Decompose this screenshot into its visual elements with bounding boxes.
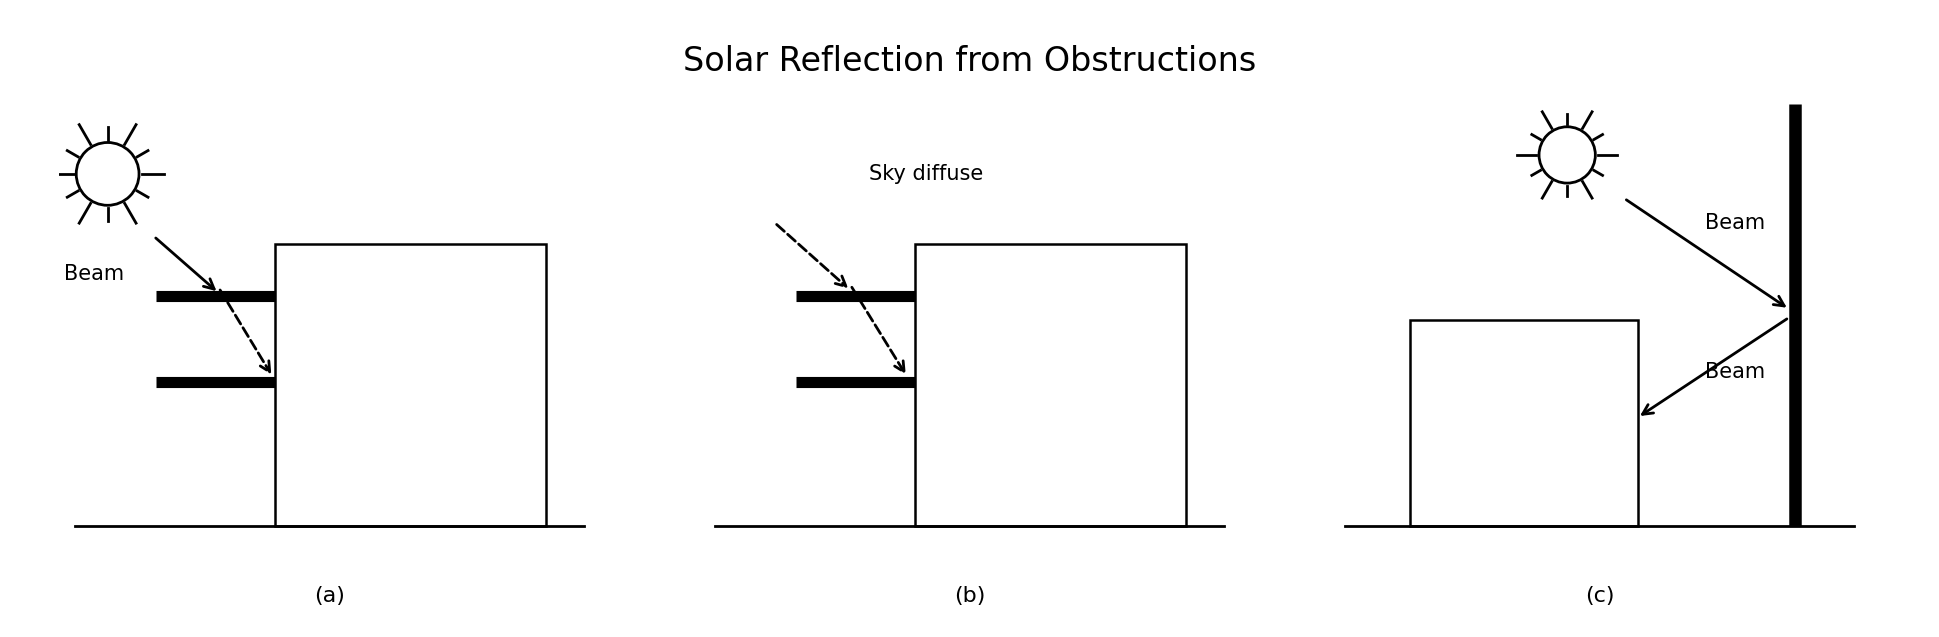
Text: (a): (a) — [314, 586, 345, 606]
Bar — [915, 244, 1187, 526]
Text: Beam: Beam — [1704, 213, 1764, 233]
Bar — [1410, 320, 1638, 526]
Text: Sky diffuse: Sky diffuse — [869, 164, 983, 184]
Text: Beam: Beam — [64, 264, 124, 284]
Text: (b): (b) — [954, 586, 985, 606]
Text: (c): (c) — [1584, 586, 1615, 606]
Text: Solar Reflection from Obstructions: Solar Reflection from Obstructions — [683, 45, 1256, 78]
Text: Beam: Beam — [1704, 362, 1764, 382]
Bar — [275, 244, 547, 526]
